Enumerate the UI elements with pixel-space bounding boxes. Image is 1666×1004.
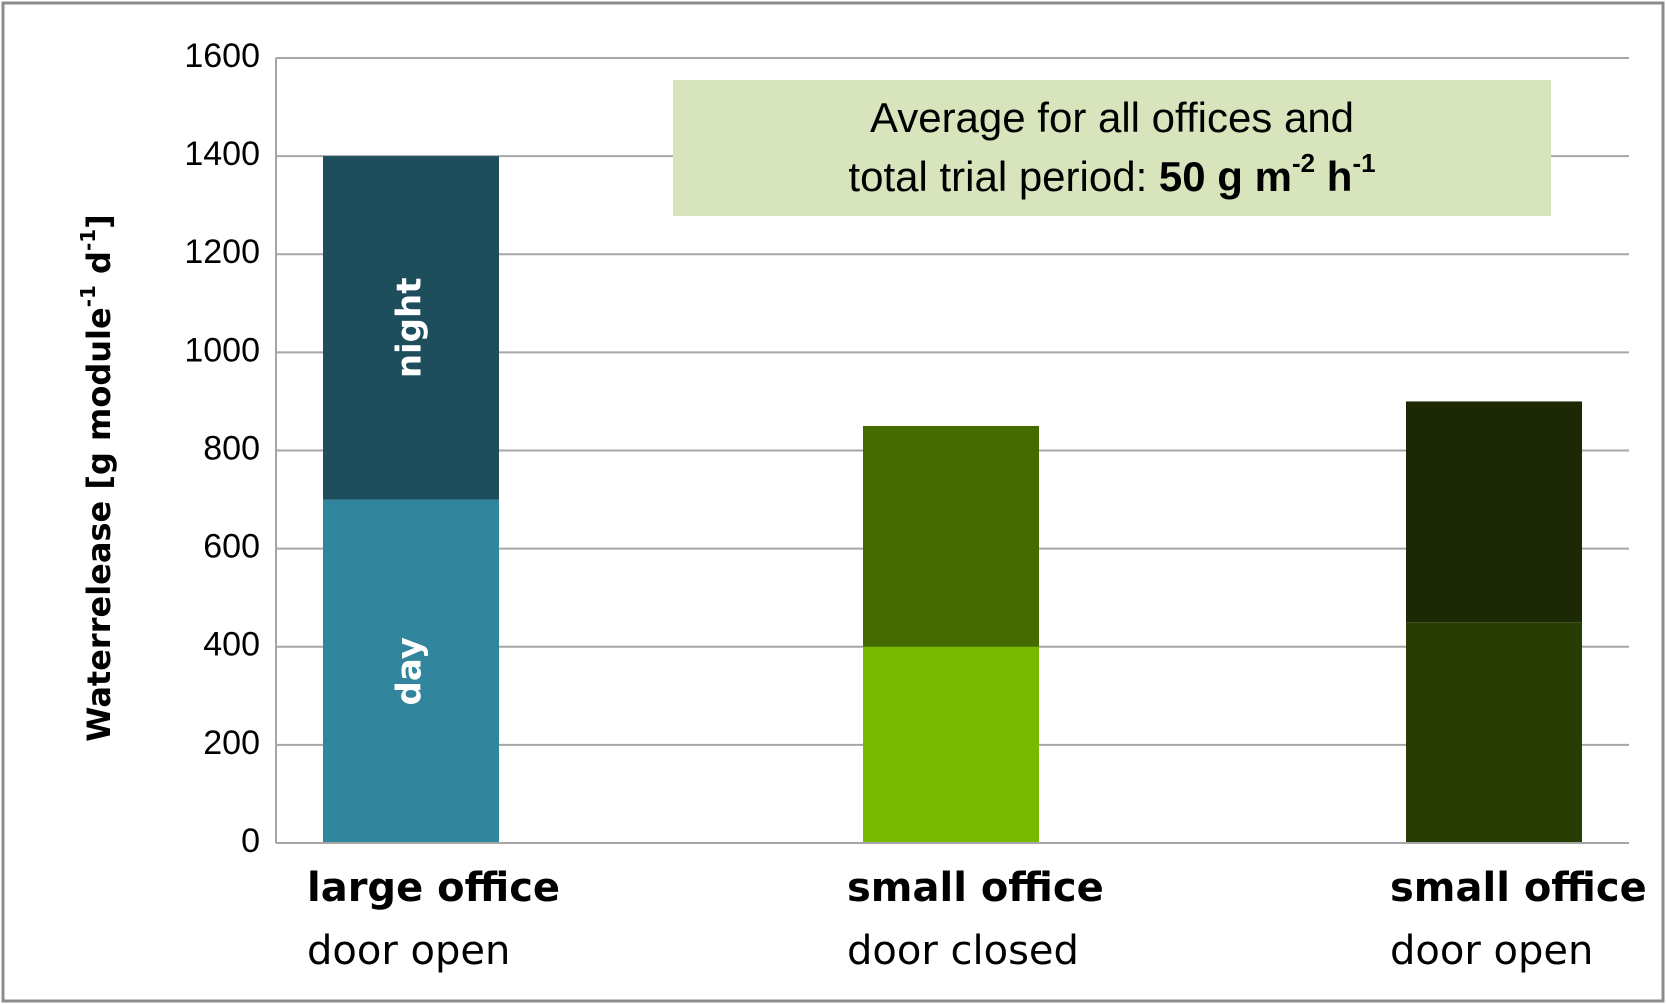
x-tick-label: small office bbox=[847, 865, 1104, 911]
y-tick-label: 200 bbox=[203, 724, 260, 762]
y-axis-label: Waterrelease [g module-1 d-1] bbox=[76, 214, 119, 742]
annotation-part: total trial period: bbox=[848, 153, 1159, 200]
bar-segment bbox=[863, 425, 1039, 647]
segment-label: night bbox=[390, 278, 430, 379]
y-axis-label-part: -1 bbox=[76, 229, 100, 251]
annotation-part: 50 g m bbox=[1159, 153, 1292, 200]
y-tick-label: 1200 bbox=[184, 233, 260, 271]
x-tick-label: large office bbox=[307, 865, 560, 911]
y-tick-label: 1600 bbox=[184, 37, 260, 75]
y-axis-label-part: ] bbox=[80, 214, 118, 229]
y-tick-label: 1000 bbox=[184, 331, 260, 369]
annotation-part: h bbox=[1315, 153, 1352, 200]
annotation-part: -2 bbox=[1292, 148, 1315, 178]
y-tick-label: 800 bbox=[203, 429, 260, 467]
annotation-line: Average for all offices and bbox=[870, 94, 1354, 141]
annotation-line: total trial period: 50 g m-2 h-1 bbox=[848, 148, 1375, 200]
x-tick-label: small office bbox=[1390, 865, 1647, 911]
segment-label: day bbox=[390, 637, 430, 705]
x-tick-label: door open bbox=[307, 928, 510, 974]
y-tick-label: 400 bbox=[203, 626, 260, 664]
annotation-box bbox=[673, 80, 1551, 216]
y-axis-label-part: d bbox=[80, 251, 118, 285]
bar-segment bbox=[863, 646, 1039, 843]
bar-segment bbox=[323, 156, 499, 500]
y-tick-label: 0 bbox=[241, 822, 260, 860]
y-axis-label-part: -1 bbox=[76, 285, 100, 307]
y-axis-label-part: Waterrelease [g module bbox=[80, 307, 118, 742]
x-tick-label: door open bbox=[1390, 928, 1593, 974]
bar-segment bbox=[1406, 401, 1582, 623]
y-tick-label: 600 bbox=[203, 528, 260, 566]
y-tick-label: 1400 bbox=[184, 135, 260, 173]
x-tick-label: door closed bbox=[847, 928, 1079, 974]
annotation-part: -1 bbox=[1352, 148, 1375, 178]
bar-segment bbox=[1406, 622, 1582, 843]
bar-segment bbox=[323, 499, 499, 843]
